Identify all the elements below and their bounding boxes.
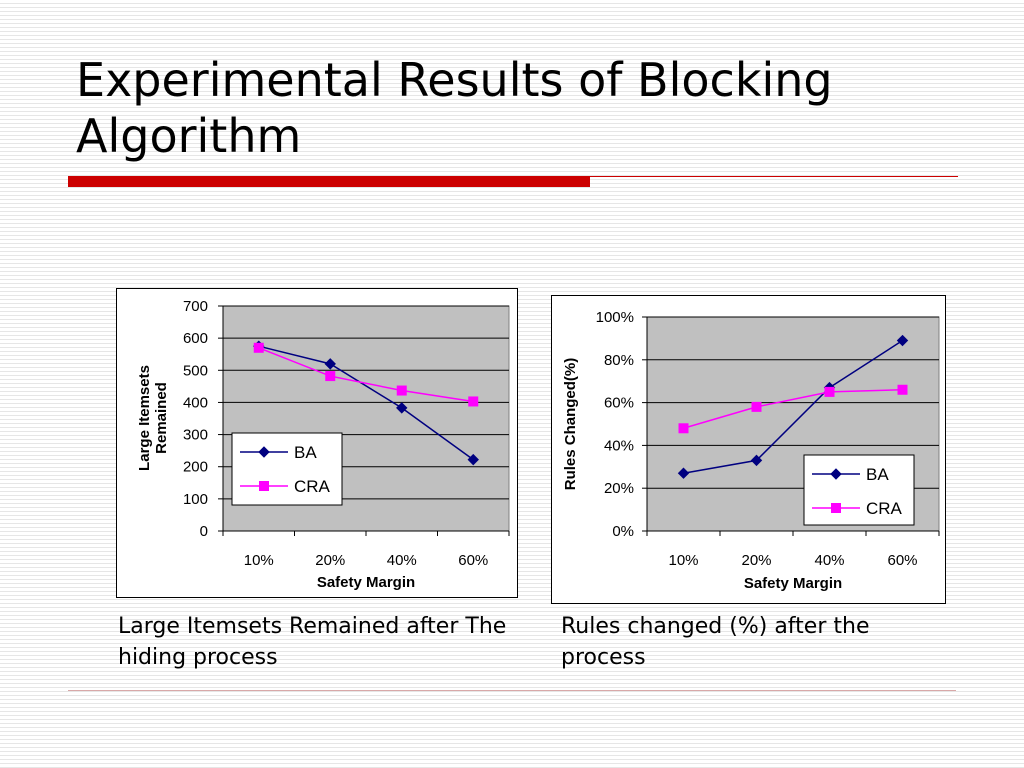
x-tick-label: 10% (668, 552, 698, 569)
title-underline-line (590, 176, 958, 177)
data-point-ba (396, 402, 408, 414)
legend-label-cra: CRA (294, 477, 331, 496)
data-point-ba (324, 358, 336, 370)
legend-label-ba: BA (866, 465, 889, 484)
title-underline-bar (68, 176, 590, 187)
footer-divider (68, 690, 956, 691)
legend-box (231, 432, 343, 506)
data-point-cra (678, 423, 689, 434)
y-axis-title-line: Remained (153, 382, 170, 454)
data-point-ba (677, 467, 690, 479)
y-tick-label: 60% (604, 395, 634, 412)
data-point-cra (253, 342, 264, 353)
y-tick-label: 600 (183, 330, 208, 347)
legend-label-ba: BA (294, 443, 317, 462)
y-axis-title: Rules Changed(%) (562, 358, 579, 491)
slide-title: Experimental Results of Blocking Algorit… (76, 53, 833, 163)
x-axis-title: Safety Margin (317, 574, 415, 591)
series-line-cra (258, 347, 474, 403)
y-tick-label: 0 (200, 523, 208, 540)
y-axis-title: Large Itemsets Remained (136, 365, 170, 471)
legend-marker-ba (830, 468, 842, 480)
data-point-cra (396, 385, 407, 396)
legend-box (803, 454, 915, 526)
x-tick-label: 20% (315, 552, 345, 569)
y-axis-title-line: Large Itemsets (136, 365, 153, 471)
series-line-cra (683, 389, 903, 429)
x-tick-label: 10% (244, 552, 274, 569)
caption-large-itemsets: Large Itemsets Remained after The hiding… (118, 614, 507, 670)
chart-large-itemsets: 0 100 200 300 400 500 600 700 10% 20% 40% 60% Safety… (116, 288, 518, 598)
y-tick-label: 100 (183, 491, 208, 508)
legend-marker-cra (831, 503, 841, 513)
y-tick-label: 500 (183, 362, 208, 379)
y-tick-label: 80% (604, 352, 634, 369)
y-tick-label: 300 (183, 427, 208, 444)
data-point-cra (325, 371, 336, 382)
x-tick-label: 60% (887, 552, 917, 569)
legend-marker-cra (259, 481, 269, 491)
series-line-ba (258, 345, 474, 461)
y-tick-label: 700 (183, 298, 208, 315)
y-tick-label: 400 (183, 394, 208, 411)
legend-marker-ba (258, 446, 270, 458)
x-axis-title: Safety Margin (744, 575, 842, 592)
chart-rules-changed: 0% 20% 40% 60% 80% 100% 10% 20% 40% 60% Safety Mar… (551, 295, 946, 604)
data-point-ba (896, 334, 909, 347)
data-point-cra (897, 384, 908, 395)
y-tick-label: 40% (604, 437, 634, 454)
x-tick-label: 40% (387, 552, 417, 569)
series-line-ba (683, 339, 903, 474)
x-tick-label: 20% (741, 552, 771, 569)
chart-rules-changed-svg: 0% 20% 40% 60% 80% 100% 10% 20% 40% 60% Safety Mar… (562, 309, 940, 592)
y-tick-label: 0% (612, 523, 634, 540)
data-point-cra (468, 396, 479, 407)
x-tick-label: 60% (458, 552, 488, 569)
data-point-cra (824, 386, 835, 397)
data-point-ba (750, 454, 763, 467)
chart-large-itemsets-svg: 0 100 200 300 400 500 600 700 10% 20% 40% 60% Safety… (136, 298, 510, 591)
data-point-cra (751, 401, 762, 412)
y-tick-label: 20% (604, 480, 634, 497)
y-tick-label: 100% (596, 309, 634, 326)
data-point-ba (467, 453, 479, 466)
caption-rules-changed: Rules changed (%) after the process (561, 614, 870, 670)
y-tick-label: 200 (183, 459, 208, 476)
x-tick-label: 40% (814, 552, 844, 569)
legend-label-cra: CRA (866, 499, 903, 518)
